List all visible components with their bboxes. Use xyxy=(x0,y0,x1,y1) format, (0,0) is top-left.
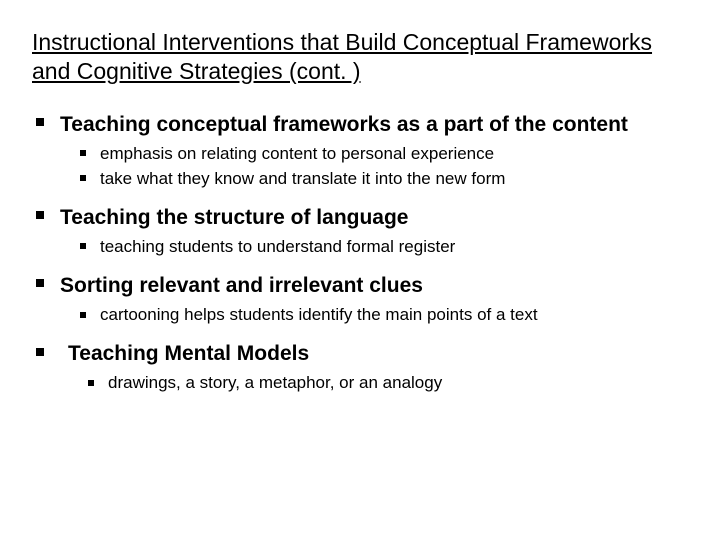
item-label: Teaching Mental Models xyxy=(68,341,688,366)
slide-title: Instructional Interventions that Build C… xyxy=(32,28,688,86)
item-label: Sorting relevant and irrelevant clues xyxy=(60,273,688,298)
list-item: Teaching Mental Models drawings, a story… xyxy=(32,341,688,395)
slide: Instructional Interventions that Build C… xyxy=(0,0,720,540)
sub-item: take what they know and translate it int… xyxy=(78,168,688,191)
sub-list: teaching students to understand formal r… xyxy=(60,236,688,259)
item-label: Teaching the structure of language xyxy=(60,205,688,230)
sub-item: drawings, a story, a metaphor, or an ana… xyxy=(86,372,688,395)
sub-item: teaching students to understand formal r… xyxy=(78,236,688,259)
sub-list: cartooning helps students identify the m… xyxy=(60,304,688,327)
item-label: Teaching conceptual frameworks as a part… xyxy=(60,112,688,137)
list-item: Sorting relevant and irrelevant clues ca… xyxy=(32,273,688,327)
sub-list: emphasis on relating content to personal… xyxy=(60,143,688,191)
list-item: Teaching conceptual frameworks as a part… xyxy=(32,112,688,191)
sub-item: emphasis on relating content to personal… xyxy=(78,143,688,166)
list-item: Teaching the structure of language teach… xyxy=(32,205,688,259)
bullet-list: Teaching conceptual frameworks as a part… xyxy=(32,112,688,395)
sub-list: drawings, a story, a metaphor, or an ana… xyxy=(68,372,688,395)
sub-item: cartooning helps students identify the m… xyxy=(78,304,688,327)
